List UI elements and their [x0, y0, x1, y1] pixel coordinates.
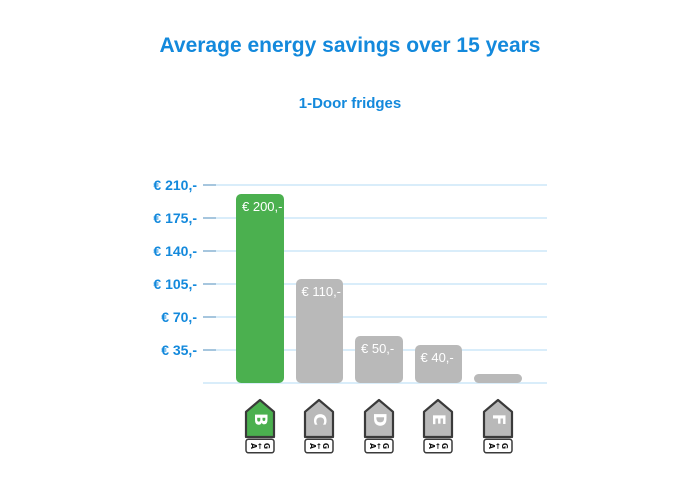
gridline-105 [203, 283, 547, 285]
svg-text:G: G [262, 443, 271, 449]
y-axis-label-105: € 105,- [153, 276, 197, 292]
svg-text:←: ← [434, 443, 443, 449]
bar-B: € 200,- [236, 194, 284, 383]
bar-value-label-E: € 40,- [420, 350, 454, 366]
y-axis-label-210: € 210,- [153, 177, 197, 193]
y-axis-label-70: € 70,- [161, 309, 197, 325]
svg-text:F: F [488, 414, 508, 426]
bar-value-label-B: € 200,- [242, 199, 283, 215]
svg-text:G: G [381, 443, 390, 449]
y-tick-70 [203, 316, 216, 318]
svg-text:A: A [249, 443, 258, 449]
svg-text:A: A [487, 443, 496, 449]
energy-label-icon-F: F A ← G [482, 398, 514, 460]
gridline-140 [203, 250, 547, 252]
energy-label-icon-E: E A ← G [422, 398, 454, 460]
y-tick-105 [203, 283, 216, 285]
svg-text:C: C [309, 413, 329, 425]
energy-label-icon-B: B A ← G [244, 398, 276, 460]
svg-text:E: E [428, 414, 448, 426]
svg-text:G: G [440, 443, 449, 449]
energy-label-icon-C: C A ← G [303, 398, 335, 460]
svg-text:A: A [427, 443, 436, 449]
bar-value-label-C: € 110,- [301, 284, 342, 300]
svg-text:←: ← [255, 443, 264, 449]
bar-D: € 50,- [355, 335, 403, 383]
svg-text:A: A [368, 443, 377, 449]
svg-text:←: ← [374, 443, 383, 449]
svg-text:←: ← [315, 443, 324, 449]
bar-E: € 40,- [414, 345, 462, 383]
y-axis-label-35: € 35,- [161, 342, 197, 358]
bar-F [474, 373, 522, 383]
chart-subtitle: 1-Door fridges [298, 95, 402, 112]
y-tick-210 [203, 184, 216, 186]
gridline-0 [203, 382, 547, 384]
gridline-70 [203, 316, 547, 318]
chart-title: Average energy savings over 15 years [159, 34, 541, 57]
y-tick-35 [203, 349, 216, 351]
svg-text:A: A [308, 443, 317, 449]
y-axis-label-140: € 140,- [153, 243, 197, 259]
y-tick-140 [203, 250, 216, 252]
energy-label-icon-D: D A ← G [363, 398, 395, 460]
gridline-175 [203, 217, 547, 219]
svg-text:B: B [250, 413, 270, 426]
gridline-210 [203, 184, 547, 186]
y-tick-175 [203, 217, 216, 219]
svg-text:G: G [500, 443, 509, 449]
svg-text:←: ← [493, 443, 502, 449]
svg-text:D: D [369, 412, 389, 426]
bar-value-label-D: € 50,- [361, 340, 395, 356]
y-axis-label-175: € 175,- [153, 210, 197, 226]
svg-text:G: G [321, 443, 330, 449]
bar-C: € 110,- [295, 279, 343, 383]
